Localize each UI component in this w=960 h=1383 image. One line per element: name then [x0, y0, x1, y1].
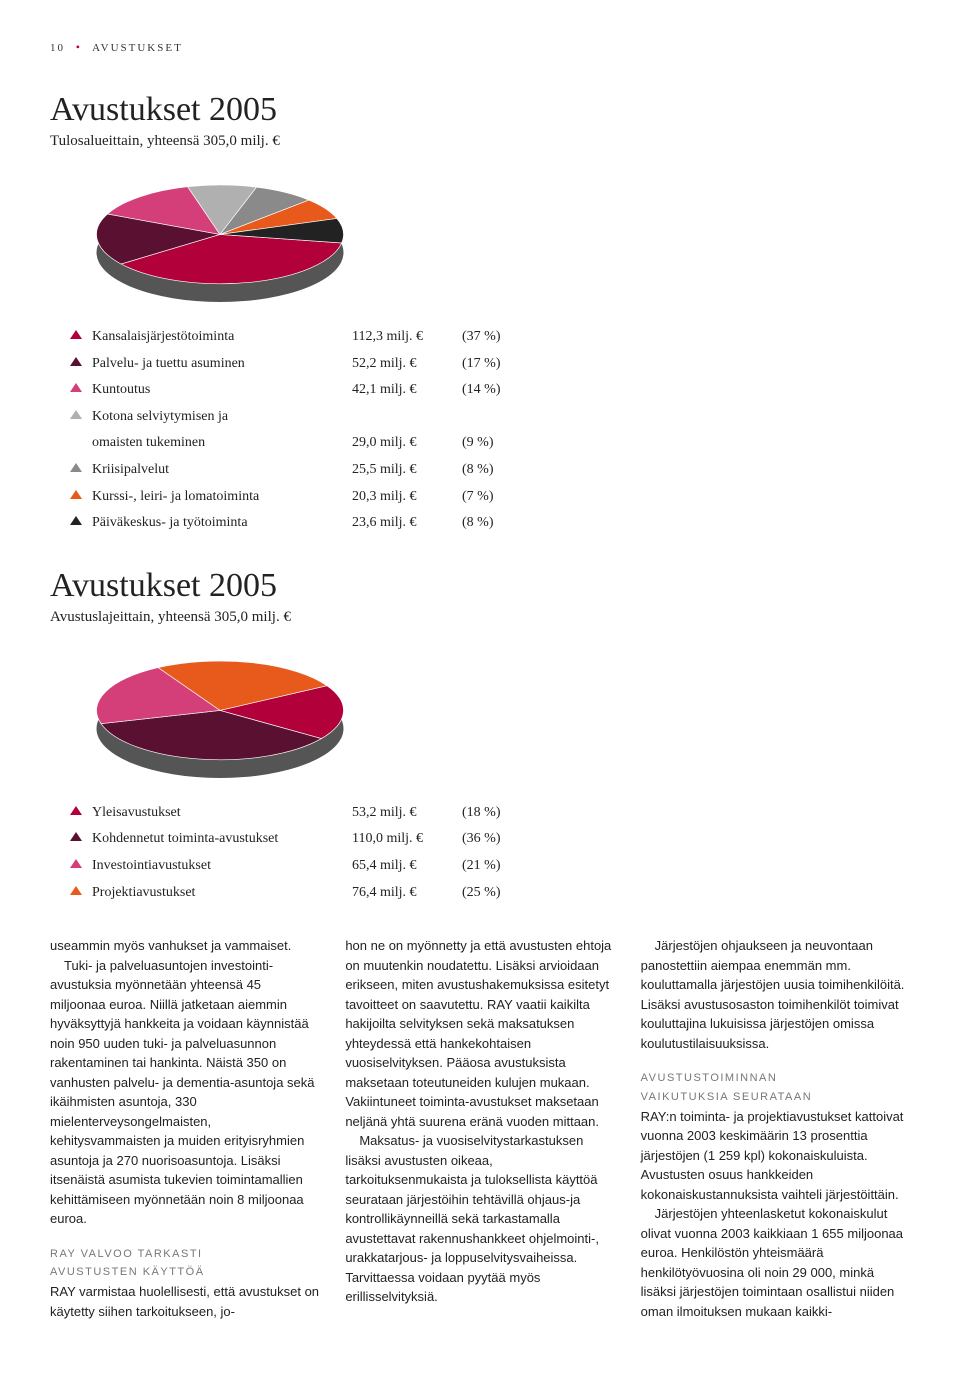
col1-p2: Tuki- ja palveluasuntojen investointi-av… — [50, 956, 319, 1229]
legend-pct: (9 %) — [462, 430, 532, 457]
legend-row: Kriisipalvelut25,5 milj. €(8 %) — [70, 457, 910, 484]
legend-pct: (8 %) — [462, 457, 532, 484]
legend-label: Päiväkeskus- ja työtoiminta — [92, 510, 352, 537]
chart2-pie — [70, 648, 370, 778]
chart2-title: Avustukset 2005 — [50, 567, 910, 605]
legend-marker-icon — [70, 516, 82, 525]
legend-row: Projektiavustukset76,4 milj. €(25 %) — [70, 880, 910, 907]
chart1-title: Avustukset 2005 — [50, 91, 910, 129]
legend-label: Kansalaisjärjestötoiminta — [92, 324, 352, 351]
legend-row: Kurssi-, leiri- ja lomatoiminta20,3 milj… — [70, 484, 910, 511]
legend-value: 42,1 milj. € — [352, 377, 462, 404]
col3-p3: Järjestöjen yhteenlasketut kokonaiskulut… — [641, 1204, 910, 1321]
legend-row: Investointiavustukset65,4 milj. €(21 %) — [70, 853, 910, 880]
legend-value: 65,4 milj. € — [352, 853, 462, 880]
column-1: useammin myös vanhukset ja vammaiset. Tu… — [50, 936, 319, 1321]
legend-label: Yleisavustukset — [92, 800, 352, 827]
legend-row: Kuntoutus42,1 milj. €(14 %) — [70, 377, 910, 404]
legend-label: Projektiavustukset — [92, 880, 352, 907]
col3-p2: RAY:n toiminta- ja projektiavustukset ka… — [641, 1107, 910, 1205]
legend-row: Yleisavustukset53,2 milj. €(18 %) — [70, 800, 910, 827]
legend-value: 53,2 milj. € — [352, 800, 462, 827]
chart1-legend: Kansalaisjärjestötoiminta112,3 milj. €(3… — [70, 324, 910, 537]
column-3: Järjestöjen ohjaukseen ja neuvontaan pan… — [641, 936, 910, 1321]
legend-row: Kotona selviytymisen ja — [70, 404, 910, 431]
col3-p1: Järjestöjen ohjaukseen ja neuvontaan pan… — [641, 936, 910, 1053]
legend-pct: (21 %) — [462, 853, 532, 880]
legend-row: Päiväkeskus- ja työtoiminta23,6 milj. €(… — [70, 510, 910, 537]
chart2-legend: Yleisavustukset53,2 milj. €(18 %)Kohdenn… — [70, 800, 910, 906]
column-2: hon ne on myönnetty ja että avustusten e… — [345, 936, 614, 1321]
legend-marker-icon — [70, 490, 82, 499]
legend-label: Kohdennetut toiminta-avustukset — [92, 826, 352, 853]
col2-p1: hon ne on myönnetty ja että avustusten e… — [345, 936, 614, 1131]
col2-p2: Maksatus- ja vuosiselvitystarkastuksen l… — [345, 1131, 614, 1307]
legend-label: Kurssi-, leiri- ja lomatoiminta — [92, 484, 352, 511]
legend-value: 23,6 milj. € — [352, 510, 462, 537]
legend-label: Investointiavustukset — [92, 853, 352, 880]
legend-value: 20,3 milj. € — [352, 484, 462, 511]
legend-pct: (36 %) — [462, 826, 532, 853]
legend-pct: (18 %) — [462, 800, 532, 827]
legend-marker-icon — [70, 463, 82, 472]
legend-pct: (17 %) — [462, 351, 532, 378]
header-bullet-icon: • — [76, 40, 82, 54]
col1-p3: RAY varmistaa huolellisesti, että avustu… — [50, 1282, 319, 1321]
page-header: 10 • AVUSTUKSET — [50, 40, 910, 55]
legend-row: Kansalaisjärjestötoiminta112,3 milj. €(3… — [70, 324, 910, 351]
col3-heading: AVUSTUSTOIMINNAN VAIKUTUKSIA SEURATAAN — [641, 1069, 910, 1106]
legend-marker-icon — [70, 832, 82, 841]
legend-pct: (7 %) — [462, 484, 532, 511]
legend-value: 25,5 milj. € — [352, 457, 462, 484]
section-name: AVUSTUKSET — [92, 42, 183, 54]
chart1-subtitle: Tulosalueittain, yhteensä 305,0 milj. € — [50, 133, 910, 150]
col1-p1: useammin myös vanhukset ja vammaiset. — [50, 936, 319, 956]
legend-pct: (37 %) — [462, 324, 532, 351]
legend-row: omaisten tukeminen29,0 milj. €(9 %) — [70, 430, 910, 457]
legend-label: omaisten tukeminen — [92, 430, 352, 457]
legend-row: Kohdennetut toiminta-avustukset110,0 mil… — [70, 826, 910, 853]
col1-heading: RAY VALVOO TARKASTI AVUSTUSTEN KÄYTTÖÄ — [50, 1245, 319, 1282]
legend-label: Palvelu- ja tuettu asuminen — [92, 351, 352, 378]
chart2-subtitle: Avustuslajeittain, yhteensä 305,0 milj. … — [50, 609, 910, 626]
legend-label: Kriisipalvelut — [92, 457, 352, 484]
legend-marker-icon — [70, 410, 82, 419]
legend-value: 52,2 milj. € — [352, 351, 462, 378]
legend-value: 110,0 milj. € — [352, 826, 462, 853]
legend-pct: (8 %) — [462, 510, 532, 537]
legend-marker-icon — [70, 330, 82, 339]
page-number: 10 — [50, 42, 65, 54]
legend-value: 76,4 milj. € — [352, 880, 462, 907]
legend-label: Kotona selviytymisen ja — [92, 404, 352, 431]
legend-value: 29,0 milj. € — [352, 430, 462, 457]
legend-pct: (25 %) — [462, 880, 532, 907]
chart1-pie — [70, 172, 370, 302]
legend-pct: (14 %) — [462, 377, 532, 404]
legend-marker-icon — [70, 806, 82, 815]
legend-marker-icon — [70, 357, 82, 366]
legend-marker-icon — [70, 859, 82, 868]
legend-label: Kuntoutus — [92, 377, 352, 404]
legend-marker-icon — [70, 886, 82, 895]
body-columns: useammin myös vanhukset ja vammaiset. Tu… — [50, 936, 910, 1321]
legend-value: 112,3 milj. € — [352, 324, 462, 351]
legend-marker-icon — [70, 383, 82, 392]
legend-row: Palvelu- ja tuettu asuminen52,2 milj. €(… — [70, 351, 910, 378]
